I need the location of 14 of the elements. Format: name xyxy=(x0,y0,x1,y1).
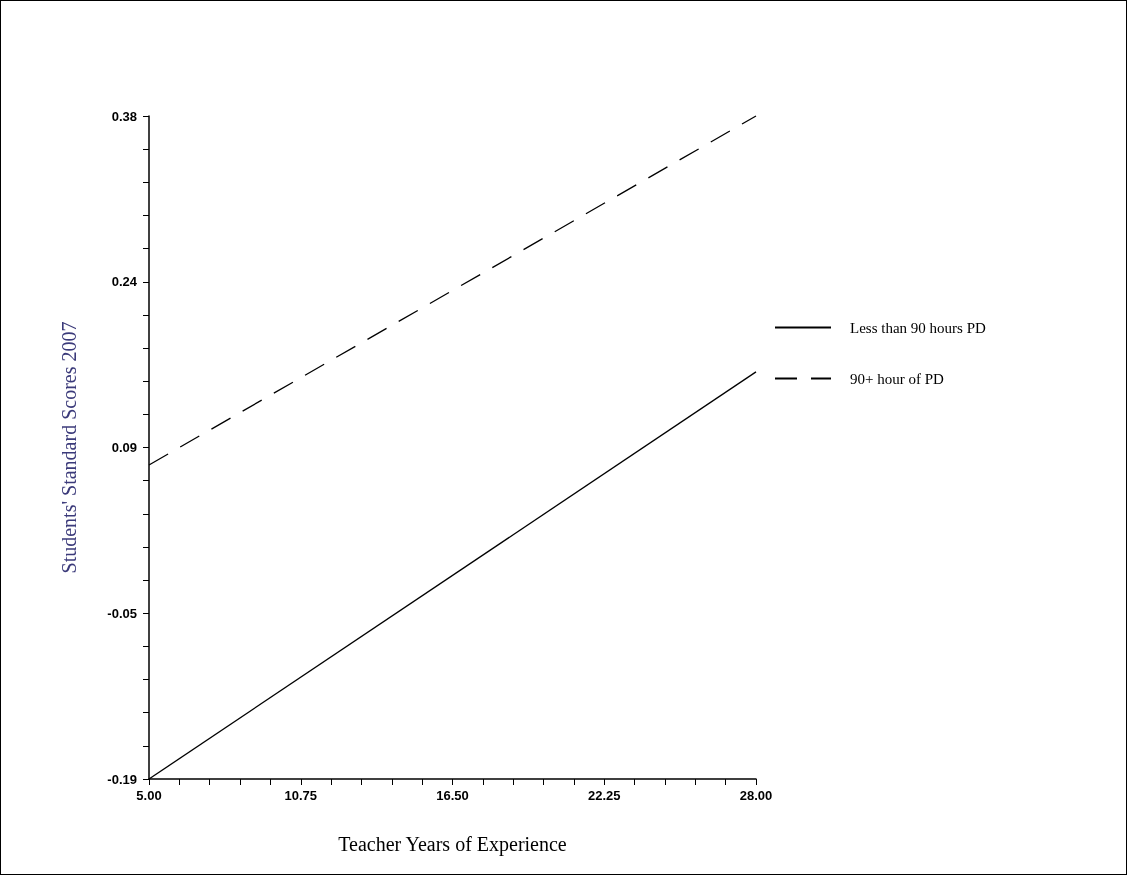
x-tick-label: 28.00 xyxy=(739,788,773,803)
x-tick-label: 5.00 xyxy=(136,788,162,803)
x-tick-label: 22.25 xyxy=(587,788,621,803)
y-tick-label: 0.24 xyxy=(111,274,138,290)
y-axis-title: Students' Standard Scores 2007 xyxy=(58,321,80,574)
x-tick-label: 10.75 xyxy=(284,788,318,803)
legend-label: 90+ hour of PD xyxy=(850,370,945,387)
legend-label: Less than 90 hours PD xyxy=(850,319,986,336)
x-axis-title: Teacher Years of Experience xyxy=(338,833,567,856)
y-tick-label: 0.38 xyxy=(111,108,137,124)
y-tick-label: -0.05 xyxy=(107,605,137,621)
y-tick-label: 0.09 xyxy=(111,440,137,455)
x-tick-label: 16.50 xyxy=(436,788,469,803)
y-tick-label: -0.19 xyxy=(107,771,137,787)
